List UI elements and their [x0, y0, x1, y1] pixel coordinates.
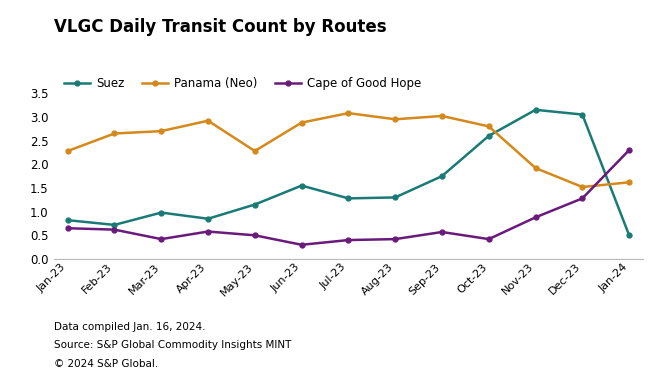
Legend: Suez, Panama (Neo), Cape of Good Hope: Suez, Panama (Neo), Cape of Good Hope	[60, 73, 426, 95]
Panama (Neo)	[64, 149, 72, 153]
Suez	[578, 112, 586, 117]
Suez	[344, 196, 352, 201]
Suez	[438, 174, 446, 178]
Cape of Good Hope	[157, 237, 165, 241]
Panama (Neo)	[485, 124, 493, 129]
Text: VLGC Daily Transit Count by Routes: VLGC Daily Transit Count by Routes	[54, 18, 386, 37]
Text: Data compiled Jan. 16, 2024.: Data compiled Jan. 16, 2024.	[54, 322, 205, 332]
Cape of Good Hope	[111, 228, 119, 232]
Panama (Neo)	[625, 180, 633, 185]
Cape of Good Hope	[485, 237, 493, 241]
Panama (Neo)	[438, 114, 446, 118]
Cape of Good Hope	[204, 229, 212, 234]
Cape of Good Hope	[625, 148, 633, 152]
Suez	[531, 108, 539, 112]
Panama (Neo)	[251, 149, 259, 153]
Suez	[297, 184, 306, 188]
Text: Source: S&P Global Commodity Insights MINT: Source: S&P Global Commodity Insights MI…	[54, 340, 291, 350]
Cape of Good Hope	[297, 243, 306, 247]
Panama (Neo)	[297, 120, 306, 125]
Cape of Good Hope	[578, 196, 586, 201]
Cape of Good Hope	[531, 215, 539, 219]
Suez	[111, 223, 119, 227]
Suez	[391, 195, 399, 200]
Suez	[251, 202, 259, 207]
Suez	[625, 233, 633, 238]
Cape of Good Hope	[391, 237, 399, 241]
Suez	[157, 211, 165, 215]
Suez	[64, 218, 72, 222]
Line: Suez: Suez	[65, 107, 632, 238]
Cape of Good Hope	[64, 226, 72, 231]
Line: Cape of Good Hope: Cape of Good Hope	[65, 148, 632, 247]
Cape of Good Hope	[438, 230, 446, 234]
Panama (Neo)	[157, 129, 165, 133]
Suez	[204, 216, 212, 221]
Panama (Neo)	[204, 118, 212, 123]
Panama (Neo)	[531, 166, 539, 170]
Panama (Neo)	[391, 117, 399, 121]
Suez	[485, 134, 493, 138]
Cape of Good Hope	[251, 233, 259, 238]
Panama (Neo)	[111, 131, 119, 136]
Panama (Neo)	[344, 111, 352, 115]
Text: © 2024 S&P Global.: © 2024 S&P Global.	[54, 359, 158, 369]
Panama (Neo)	[578, 185, 586, 189]
Line: Panama (Neo): Panama (Neo)	[65, 111, 632, 189]
Cape of Good Hope	[344, 238, 352, 242]
